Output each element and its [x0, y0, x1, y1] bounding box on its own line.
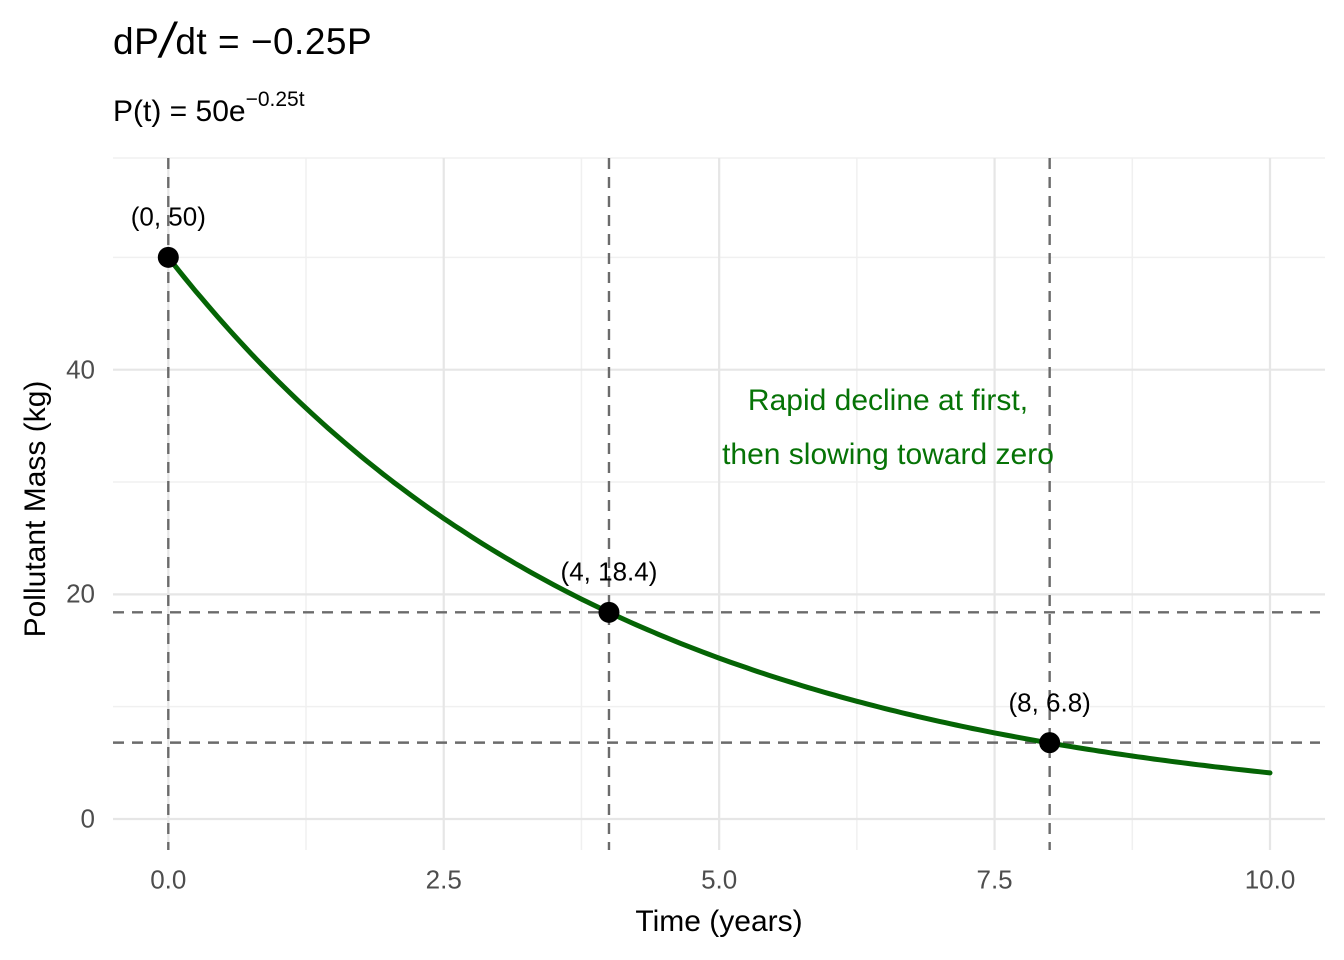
decay-curve: [165, 254, 1273, 776]
grid-major-layer: [113, 158, 1325, 850]
fraction-slash-glyph: /: [160, 14, 175, 68]
point-label: (8, 6.8): [1008, 687, 1091, 718]
point-label: (4, 18.4): [560, 556, 658, 587]
data-point: [598, 601, 620, 623]
title-numerator: dP: [113, 21, 160, 62]
x-tick-label: 10.0: [1244, 864, 1296, 895]
subtitle-exponent: −0.25t: [245, 88, 305, 111]
title-rest: dt = −0.25P: [175, 21, 373, 62]
plot-subtitle: P(t) = 50e−0.25t: [113, 88, 305, 129]
x-tick-label: 2.5: [425, 864, 462, 895]
annotation-line-2: then slowing toward zero: [722, 438, 1054, 471]
plot-title: dP/dt = −0.25P: [113, 10, 373, 68]
data-point: [157, 246, 179, 268]
x-axis-title: Time (years): [635, 905, 803, 938]
point-label: (0, 50): [130, 201, 206, 232]
annotation-text: Rapid decline at first, then slowing tow…: [722, 374, 1054, 482]
x-tick-label: 0.0: [150, 864, 187, 895]
x-tick-label: 7.5: [976, 864, 1013, 895]
curve-layer: [165, 254, 1273, 776]
y-tick-label: 40: [66, 354, 95, 385]
annotation-line-1: Rapid decline at first,: [747, 384, 1029, 417]
data-point: [1039, 732, 1061, 754]
subtitle-base: P(t) = 50e: [113, 95, 246, 128]
x-tick-label: 5.0: [701, 864, 738, 895]
guide-line-layer: [113, 158, 1320, 850]
point-layer: [157, 246, 1061, 754]
y-tick-label: 0: [80, 803, 95, 834]
y-tick-label: 20: [66, 578, 95, 609]
